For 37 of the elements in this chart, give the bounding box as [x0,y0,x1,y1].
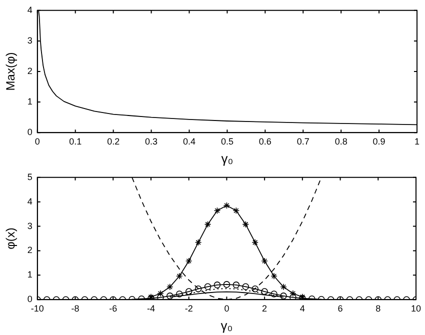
y-tick-label: 4 [27,4,32,15]
y-axis-title: Max(φ) [4,52,18,91]
x-tick-label: 0.3 [145,136,158,146]
x-tick-label: 0.6 [258,136,272,146]
x-axis-title: γ₀ [221,150,234,166]
y-tick-label: 2 [27,245,32,256]
x-tick-label: -2 [184,303,193,314]
y-tick-label: 2 [27,66,32,76]
x-tick-label: -8 [71,303,80,314]
x-tick-label: 6 [338,303,343,314]
x-tick-label: 0.8 [334,136,348,146]
y-tick-label: 1 [27,270,32,280]
x-tick-label: -6 [109,303,118,314]
y-tick-label: 3 [27,35,32,46]
x-tick-label: 0.9 [372,136,386,146]
x-tick-label: -4 [146,303,155,314]
x-tick-label: 0.5 [220,136,234,146]
x-tick-label: 8 [376,303,381,314]
x-tick-label: 0.7 [296,136,310,146]
y-tick-label: 0 [27,127,32,138]
x-tick-label: 0.4 [182,136,196,146]
x-axis-title: γ₀ [220,318,233,333]
x-tick-label: -10 [30,303,44,314]
x-tick-label: 4 [300,303,305,314]
y-tick-label: 5 [27,172,32,182]
x-tick-label: 0.1 [69,136,82,146]
x-tick-label: 2 [262,303,268,314]
x-tick-label: 1 [414,136,420,146]
x-tick-label: 0.2 [107,136,120,146]
x-tick-label: 0 [34,136,40,146]
x-tick-label: 10 [410,303,421,314]
y-axis-title: φ(x) [4,228,18,250]
y-tick-label: 4 [27,196,32,206]
y-tick-label: 0 [27,294,32,304]
x-tick-label: 0 [224,303,230,314]
y-tick-label: 1 [27,96,32,107]
y-tick-label: 3 [27,220,32,231]
